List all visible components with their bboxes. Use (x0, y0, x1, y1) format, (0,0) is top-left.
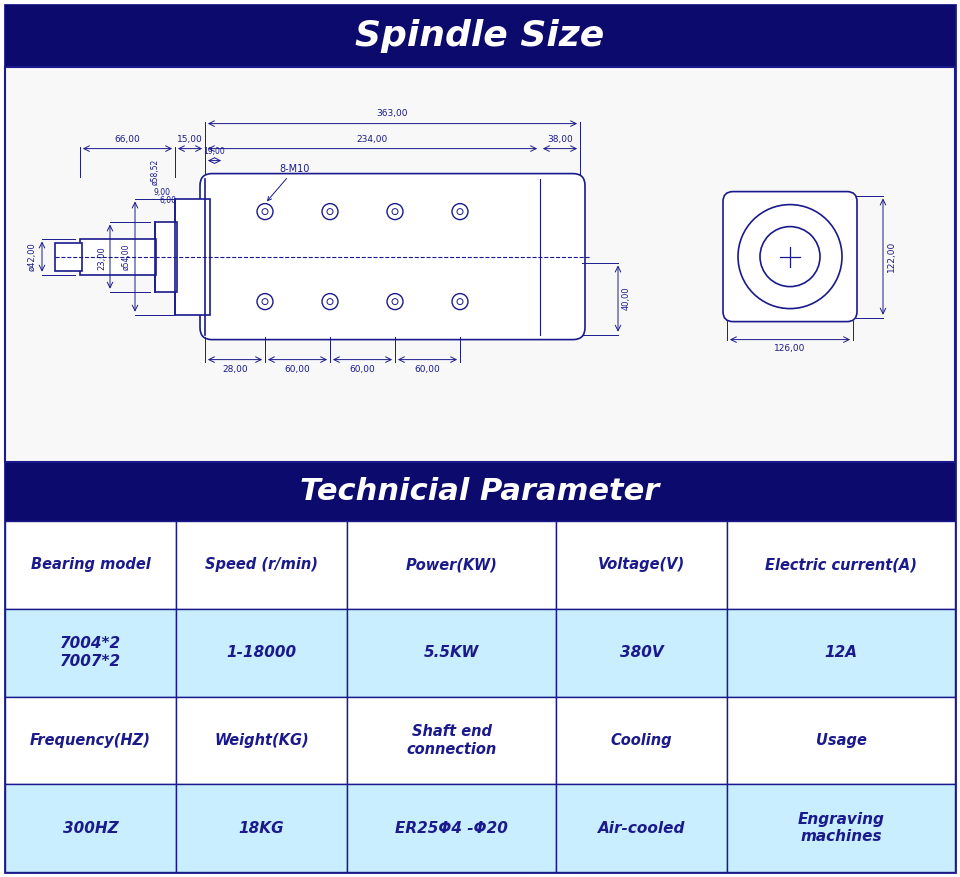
Circle shape (327, 298, 333, 304)
Text: 6,00: 6,00 (159, 196, 177, 204)
Bar (176, 784, 347, 872)
Bar (175, 198, 210, 315)
Bar (5, 784, 176, 872)
Text: Usage: Usage (816, 733, 867, 748)
Bar (5, 696, 176, 784)
Text: 9,00: 9,00 (154, 188, 171, 196)
Text: Frequency(HZ): Frequency(HZ) (30, 733, 151, 748)
Bar (5, 521, 176, 609)
Text: Electric current(A): Electric current(A) (765, 558, 917, 573)
Text: 7004*2
7007*2: 7004*2 7007*2 (60, 637, 121, 669)
Circle shape (387, 294, 403, 310)
Circle shape (262, 209, 268, 215)
Bar (176, 696, 347, 784)
Circle shape (322, 294, 338, 310)
Text: 5.5KW: 5.5KW (423, 645, 479, 660)
Text: 66,00: 66,00 (114, 134, 140, 144)
Text: Speed (r/min): Speed (r/min) (205, 558, 318, 573)
Text: 126,00: 126,00 (775, 344, 805, 353)
Text: ø42,00: ø42,00 (28, 242, 37, 271)
Bar (727, 784, 955, 872)
Text: ø54,00: ø54,00 (122, 243, 131, 270)
FancyBboxPatch shape (5, 463, 955, 521)
Text: 38,00: 38,00 (547, 134, 573, 144)
Circle shape (387, 203, 403, 219)
Bar (727, 609, 955, 696)
Bar (556, 521, 727, 609)
Text: 18KG: 18KG (239, 821, 284, 836)
Bar (347, 784, 556, 872)
Bar (347, 521, 556, 609)
Circle shape (262, 298, 268, 304)
Text: 300HZ: 300HZ (62, 821, 118, 836)
Bar (556, 696, 727, 784)
Text: 60,00: 60,00 (284, 365, 310, 374)
Text: 363,00: 363,00 (376, 109, 408, 118)
FancyBboxPatch shape (723, 191, 857, 322)
Text: Bearing model: Bearing model (31, 558, 151, 573)
Circle shape (452, 294, 468, 310)
Bar (176, 521, 347, 609)
Circle shape (257, 203, 273, 219)
Bar (556, 609, 727, 696)
Text: 122,00: 122,00 (887, 241, 896, 272)
Bar (55, 243, 82, 271)
Bar (727, 521, 955, 609)
Circle shape (457, 298, 463, 304)
FancyBboxPatch shape (5, 67, 955, 462)
Bar (80, 239, 156, 275)
Bar (727, 696, 955, 784)
Bar (155, 222, 177, 291)
Text: 8-M10: 8-M10 (268, 164, 310, 201)
Text: 28,00: 28,00 (222, 365, 248, 374)
Circle shape (738, 204, 842, 309)
Text: 1-18000: 1-18000 (227, 645, 297, 660)
Circle shape (760, 226, 820, 287)
Circle shape (257, 294, 273, 310)
Text: Cooling: Cooling (611, 733, 672, 748)
Text: 60,00: 60,00 (414, 365, 440, 374)
Circle shape (452, 203, 468, 219)
Bar (176, 609, 347, 696)
Text: 40,00: 40,00 (622, 287, 631, 310)
Circle shape (457, 209, 463, 215)
Text: Air-cooled: Air-cooled (598, 821, 685, 836)
Text: Spindle Size: Spindle Size (355, 19, 605, 53)
Bar (347, 696, 556, 784)
Text: ER25Φ4 -Φ20: ER25Φ4 -Φ20 (396, 821, 508, 836)
Circle shape (327, 209, 333, 215)
Text: 380V: 380V (620, 645, 663, 660)
Text: Shaft end
connection: Shaft end connection (406, 724, 496, 757)
Text: Voltage(V): Voltage(V) (598, 558, 685, 573)
FancyBboxPatch shape (5, 5, 955, 67)
FancyBboxPatch shape (200, 174, 585, 339)
Text: 15,00: 15,00 (178, 134, 203, 144)
Bar (556, 784, 727, 872)
Text: 19,00: 19,00 (204, 146, 225, 155)
Bar (347, 609, 556, 696)
Text: Engraving
machines: Engraving machines (798, 812, 884, 845)
Circle shape (322, 203, 338, 219)
Circle shape (392, 298, 398, 304)
Circle shape (392, 209, 398, 215)
Text: 12A: 12A (825, 645, 857, 660)
Text: 60,00: 60,00 (349, 365, 374, 374)
Text: ø58,52: ø58,52 (151, 159, 159, 184)
Text: Power(KW): Power(KW) (406, 558, 497, 573)
FancyBboxPatch shape (5, 5, 955, 872)
Text: Technicial Parameter: Technicial Parameter (300, 477, 660, 507)
Bar (5, 609, 176, 696)
Text: Weight(KG): Weight(KG) (214, 733, 309, 748)
Text: 234,00: 234,00 (356, 134, 388, 144)
Text: 23,00: 23,00 (97, 246, 106, 270)
